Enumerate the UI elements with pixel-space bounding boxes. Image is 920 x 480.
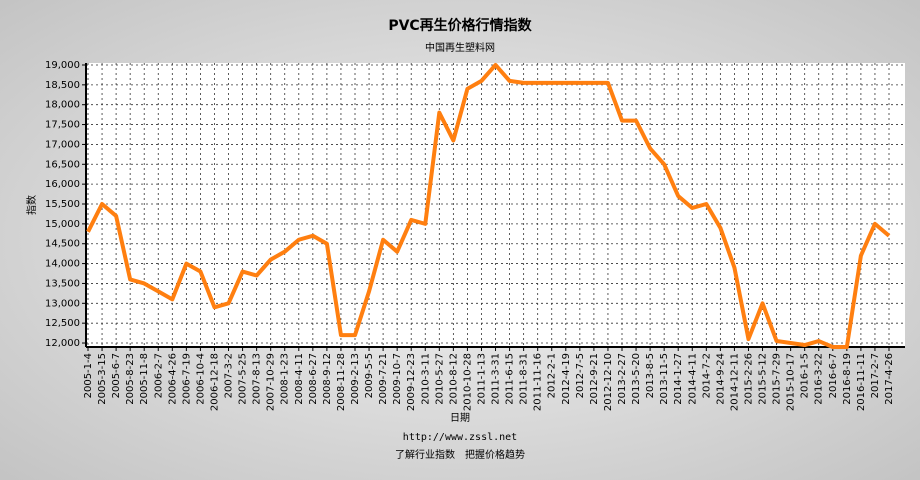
- x-tick-label: 2017-2-7: [870, 353, 881, 398]
- x-tick-label: 2015-7-29: [772, 353, 783, 405]
- y-tick-label: 16,500: [45, 159, 80, 170]
- x-tick-label: 2014-12-11: [729, 353, 740, 411]
- x-tick-label: 2014-1-27: [673, 353, 684, 405]
- series-line: [86, 62, 891, 349]
- x-tick-label: 2011-3-31: [491, 353, 502, 405]
- x-tick-label: 2006-10-4: [195, 353, 206, 405]
- x-tick-label: 2008-4-11: [294, 353, 305, 405]
- x-tick-label: 2011-11-16: [533, 353, 544, 411]
- x-tick-label: 2016-6-7: [828, 353, 839, 398]
- x-tick-label: 2011-6-15: [505, 353, 516, 405]
- x-tick-label: 2013-8-5: [645, 353, 656, 398]
- x-tick-label: 2012-4-19: [561, 353, 572, 405]
- x-tick-label: 2012-2-1: [547, 353, 558, 398]
- x-tick-label: 2010-8-12: [448, 353, 459, 405]
- x-tick-label: 2009-2-13: [350, 353, 361, 405]
- chart-subtitle: 中国再生塑料网: [425, 41, 495, 54]
- x-tick-label: 2014-7-2: [701, 353, 712, 398]
- y-tick-label: 16,000: [45, 179, 80, 190]
- x-tick-label: 2010-10-28: [462, 353, 473, 411]
- x-tick-label: 2014-9-24: [715, 353, 726, 405]
- x-tick-label: 2007-10-29: [266, 353, 277, 411]
- x-tick-label: 2017-4-26: [884, 353, 895, 405]
- x-tick-label: 2009-10-7: [392, 353, 403, 405]
- x-tick-label: 2006-7-19: [181, 353, 192, 405]
- x-tick-label: 2008-11-28: [336, 353, 347, 411]
- x-tick-label: 2012-7-5: [575, 353, 586, 398]
- x-tick-label: 2007-5-25: [238, 353, 249, 405]
- x-tick-label: 2012-12-10: [603, 353, 614, 411]
- x-tick-label: 2005-6-7: [111, 353, 122, 398]
- x-tick-label: 2009-5-5: [364, 353, 375, 398]
- y-tick-label: 17,500: [45, 120, 80, 131]
- x-tick-label: 2005-11-8: [139, 353, 150, 405]
- y-tick-label: 12,000: [45, 338, 80, 349]
- x-tick-label: 2013-11-5: [659, 353, 670, 405]
- y-tick-label: 15,500: [45, 199, 80, 210]
- x-tick-label: 2009-7-21: [378, 353, 389, 405]
- chart-title: PVC再生价格行情指数: [388, 17, 532, 34]
- y-tick-label: 18,000: [45, 100, 80, 111]
- x-tick-label: 2006-2-7: [153, 353, 164, 398]
- x-tick-label: 2005-3-15: [97, 353, 108, 405]
- x-tick-label: 2008-9-12: [322, 353, 333, 405]
- x-tick-label: 2005-8-23: [125, 353, 136, 405]
- x-tick-label: 2011-1-13: [476, 353, 487, 405]
- x-tick-label: 2008-1-23: [280, 353, 291, 405]
- x-tick-label: 2012-9-21: [589, 353, 600, 405]
- x-tick-label: 2014-4-11: [687, 353, 698, 405]
- y-tick-label: 19,000: [45, 60, 80, 71]
- y-tick-label: 14,500: [45, 239, 80, 250]
- footer-slogan: 了解行业指数 把握价格趋势: [395, 448, 525, 461]
- y-tick-label: 17,000: [45, 139, 80, 150]
- x-tick-label: 2013-5-20: [631, 353, 642, 405]
- x-tick-label: 2013-2-27: [617, 353, 628, 405]
- x-tick-label: 2016-8-19: [842, 353, 853, 405]
- x-tick-label: 2015-2-26: [743, 353, 754, 405]
- x-tick-label: 2016-11-11: [856, 353, 867, 411]
- y-tick-label: 15,000: [45, 219, 80, 230]
- x-tick-label: 2009-12-23: [406, 353, 417, 411]
- x-tick-label: 2015-5-12: [758, 353, 769, 405]
- x-axis-label: 日期: [450, 412, 470, 424]
- y-tick-label: 18,500: [45, 80, 80, 91]
- x-tick-label: 2011-8-31: [519, 353, 530, 405]
- x-tick-label: 2005-1-4: [83, 353, 94, 398]
- x-tick-label: 2016-1-5: [800, 353, 811, 398]
- y-tick-label: 13,000: [45, 298, 80, 309]
- x-tick-label: 2010-3-11: [420, 353, 431, 405]
- x-tick-label: 2007-8-13: [252, 353, 263, 405]
- x-tick-label: 2007-3-2: [224, 353, 235, 398]
- y-axis-label: 指数: [25, 195, 38, 215]
- x-tick-label: 2016-3-22: [814, 353, 825, 405]
- x-tick-label: 2010-5-27: [434, 353, 445, 405]
- y-tick-label: 12,500: [45, 318, 80, 329]
- x-tick-label: 2015-10-17: [786, 353, 797, 411]
- footer-url: http://www.zssl.net: [403, 432, 517, 443]
- x-tick-label: 2008-6-27: [308, 353, 319, 405]
- y-tick-label: 13,500: [45, 278, 80, 289]
- x-tick-label: 2006-12-18: [209, 353, 220, 411]
- y-tick-label: 14,000: [45, 259, 80, 270]
- x-tick-label: 2006-4-26: [167, 353, 178, 405]
